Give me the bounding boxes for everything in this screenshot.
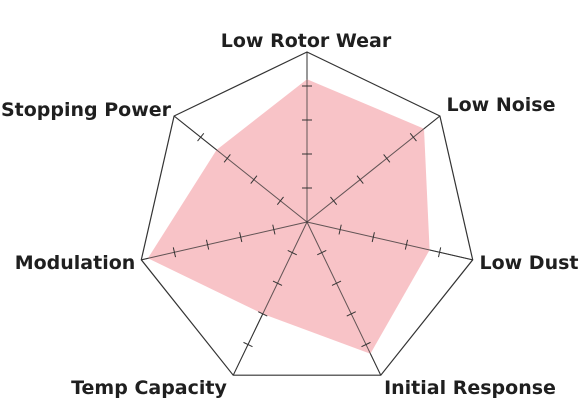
axis-label-temp-capacity: Temp Capacity [71,377,227,399]
spoke-overlay-initial-response [306,221,382,376]
tick-modulation-2 [272,224,276,235]
tick-temp-capacity-2 [287,250,297,256]
radar-area-group [141,52,473,376]
axis-label-initial-response: Initial Response [384,377,556,399]
tick-modulation-8 [172,247,177,258]
tick-modulation-6 [205,239,210,250]
tick-initial-response-8 [361,341,371,348]
tick-stopping-power-6 [223,154,231,163]
tick-modulation-4 [239,232,243,243]
tick-temp-capacity-8 [243,341,253,348]
tick-temp-capacity-6 [258,311,268,317]
tick-low-noise-8 [409,132,417,142]
spoke-overlay-modulation [141,221,308,261]
axis-label-low-dust: Low Dust [479,252,578,274]
radar-data-area [147,79,430,354]
tick-low-dust-4 [371,232,375,243]
radar-outline [140,51,474,376]
radar-ticks [172,85,442,348]
spoke-overlay-low-dust [306,221,473,261]
axis-label-modulation: Modulation [15,252,136,274]
axis-label-low-rotor-wear: Low Rotor Wear [221,30,392,52]
tick-initial-response-2 [317,250,327,256]
tick-low-dust-2 [338,224,342,235]
tick-low-noise-4 [356,175,364,184]
tick-low-dust-6 [404,239,409,250]
tick-stopping-power-2 [276,196,284,206]
tick-initial-response-4 [331,280,342,286]
tick-stopping-power-4 [250,175,258,184]
spoke-overlay-stopping-power [173,115,308,223]
tick-initial-response-6 [346,311,356,317]
radar-outline-group [140,51,474,376]
axis-label-low-noise: Low Noise [447,94,556,116]
spoke-overlay-temp-capacity [232,221,308,376]
spoke-overlay-low-noise [306,115,441,223]
axis-label-stopping-power: Stopping Power [1,99,172,121]
tick-temp-capacity-4 [272,280,283,286]
tick-stopping-power-8 [197,132,205,142]
tick-low-noise-6 [383,154,391,163]
tick-low-noise-2 [330,196,338,206]
tick-low-dust-8 [437,247,442,258]
radar-axis-labels: Low Rotor Wear Low Noise Low Dust Initia… [1,30,579,399]
